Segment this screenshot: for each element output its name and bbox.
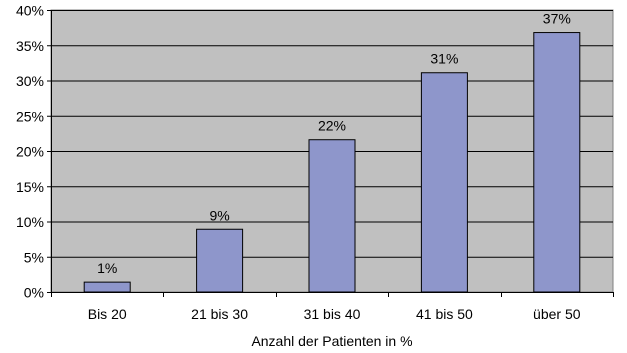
- y-tick-label: 35%: [16, 38, 44, 54]
- y-tick-label: 10%: [16, 214, 44, 230]
- bar-3: [420, 72, 468, 293]
- y-tick-label: 30%: [16, 73, 44, 89]
- bar-4: [533, 32, 581, 293]
- data-label: 37%: [543, 11, 571, 27]
- x-tick-label: 21 bis 30: [191, 306, 248, 322]
- y-tick-label: 25%: [16, 108, 44, 124]
- bar-2: [308, 139, 356, 293]
- bar-0: [83, 281, 131, 293]
- data-label: 1%: [97, 260, 117, 276]
- x-tick-label: Bis 20: [88, 306, 127, 322]
- data-label: 31%: [430, 51, 458, 67]
- x-tick-label: über 50: [533, 306, 581, 322]
- y-tick-label: 15%: [16, 179, 44, 195]
- gridlines: [51, 10, 613, 258]
- y-tick-label: 0%: [24, 285, 44, 301]
- bars: [83, 32, 581, 293]
- x-tick-labels: Bis 20 21 bis 30 31 bis 40 41 bis 50 über 50: [88, 306, 581, 322]
- bar-1: [196, 228, 244, 293]
- x-axis-title: Anzahl der Patienten in %: [251, 333, 412, 349]
- data-label: 22%: [318, 118, 346, 134]
- x-tick-label: 41 bis 50: [416, 306, 473, 322]
- x-tick-label: 31 bis 40: [304, 306, 361, 322]
- data-label: 9%: [209, 207, 229, 223]
- axes: [47, 10, 614, 297]
- y-tick-label: 40%: [16, 3, 44, 19]
- y-tick-label: 5%: [24, 249, 44, 265]
- data-labels: 1% 9% 22% 31% 37%: [97, 11, 571, 277]
- y-tick-label: 20%: [16, 144, 44, 160]
- y-tick-labels: 0% 5% 10% 15% 20% 25% 30% 35% 40%: [16, 3, 44, 301]
